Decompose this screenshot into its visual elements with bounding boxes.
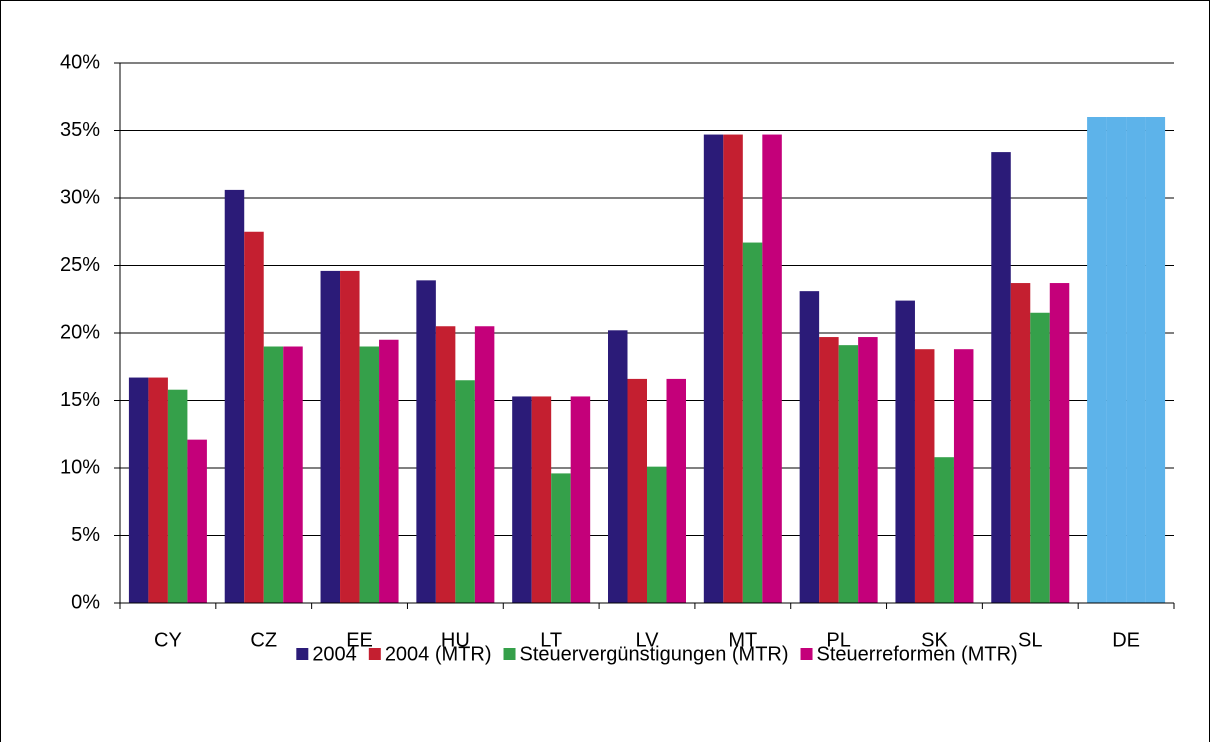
bar: [359, 346, 380, 603]
bar: [895, 300, 915, 603]
x-tick-label: PL: [826, 629, 850, 651]
x-tick-label: LT: [540, 629, 562, 651]
x-tick-label: LV: [636, 629, 660, 651]
x-tick-label: SK: [921, 629, 948, 651]
bar: [148, 377, 168, 603]
bar: [723, 134, 743, 604]
bar: [703, 134, 724, 604]
y-tick-label: 5%: [71, 524, 100, 546]
bar: [167, 389, 188, 603]
y-tick-label: 25%: [60, 254, 100, 276]
bar: [320, 270, 341, 603]
bar: [742, 242, 763, 604]
bar: [244, 231, 264, 603]
y-tick-label: 10%: [60, 456, 100, 478]
legend-swatch: [503, 648, 516, 660]
legend-swatch: [800, 648, 813, 660]
bar: [819, 337, 839, 603]
x-tick-label: CZ: [250, 629, 277, 651]
bar: [416, 280, 436, 603]
x-tick-label: SL: [1018, 629, 1042, 651]
bar: [1145, 117, 1166, 603]
bar: [1087, 117, 1107, 603]
bar: [608, 330, 628, 603]
bar: [991, 152, 1011, 603]
bar: [187, 439, 207, 603]
bar: [627, 378, 647, 603]
bar: [512, 396, 532, 603]
bar: [455, 380, 475, 603]
bar: [666, 378, 686, 603]
legend-label: 2004: [312, 643, 357, 665]
x-tick-label: EE: [346, 629, 373, 651]
bar: [953, 349, 974, 603]
bar: [263, 346, 284, 603]
bar: [283, 346, 303, 603]
y-tick-label: 20%: [60, 321, 100, 343]
legend-label: Steuervergünstigungen (MTR): [520, 643, 789, 665]
x-tick-label: HU: [441, 629, 470, 651]
y-tick-label: 0%: [71, 591, 100, 613]
bar: [340, 270, 360, 603]
legend-swatch: [296, 648, 309, 660]
bar: [570, 396, 591, 603]
bar: [799, 291, 820, 603]
bar: [551, 473, 571, 603]
x-tick-label: DE: [1112, 629, 1140, 651]
legend-label: Steuerreformen (MTR): [817, 643, 1018, 665]
x-tick-label: CY: [154, 629, 182, 651]
y-tick-label: 35%: [60, 119, 100, 141]
x-tick-label: MT: [728, 629, 757, 651]
bar: [1049, 283, 1070, 603]
legend-label: 2004 (MTR): [385, 643, 492, 665]
y-tick-label: 40%: [60, 51, 100, 73]
bar: [914, 349, 935, 603]
bar: [128, 377, 149, 603]
bar: [838, 345, 859, 603]
bar: [1030, 312, 1050, 603]
bar: [435, 326, 456, 603]
bar: [531, 396, 552, 603]
bar: [1126, 117, 1146, 603]
bar: [379, 339, 399, 603]
bar: [1010, 283, 1031, 603]
bar: [474, 326, 495, 603]
y-tick-label: 30%: [60, 186, 100, 208]
bar: [762, 134, 782, 604]
bar: [647, 466, 667, 603]
legend-swatch: [368, 648, 381, 660]
y-tick-label: 15%: [60, 389, 100, 411]
bar: [224, 189, 245, 603]
bar: [858, 337, 878, 603]
bar: [934, 457, 954, 603]
bar: [1106, 117, 1127, 603]
